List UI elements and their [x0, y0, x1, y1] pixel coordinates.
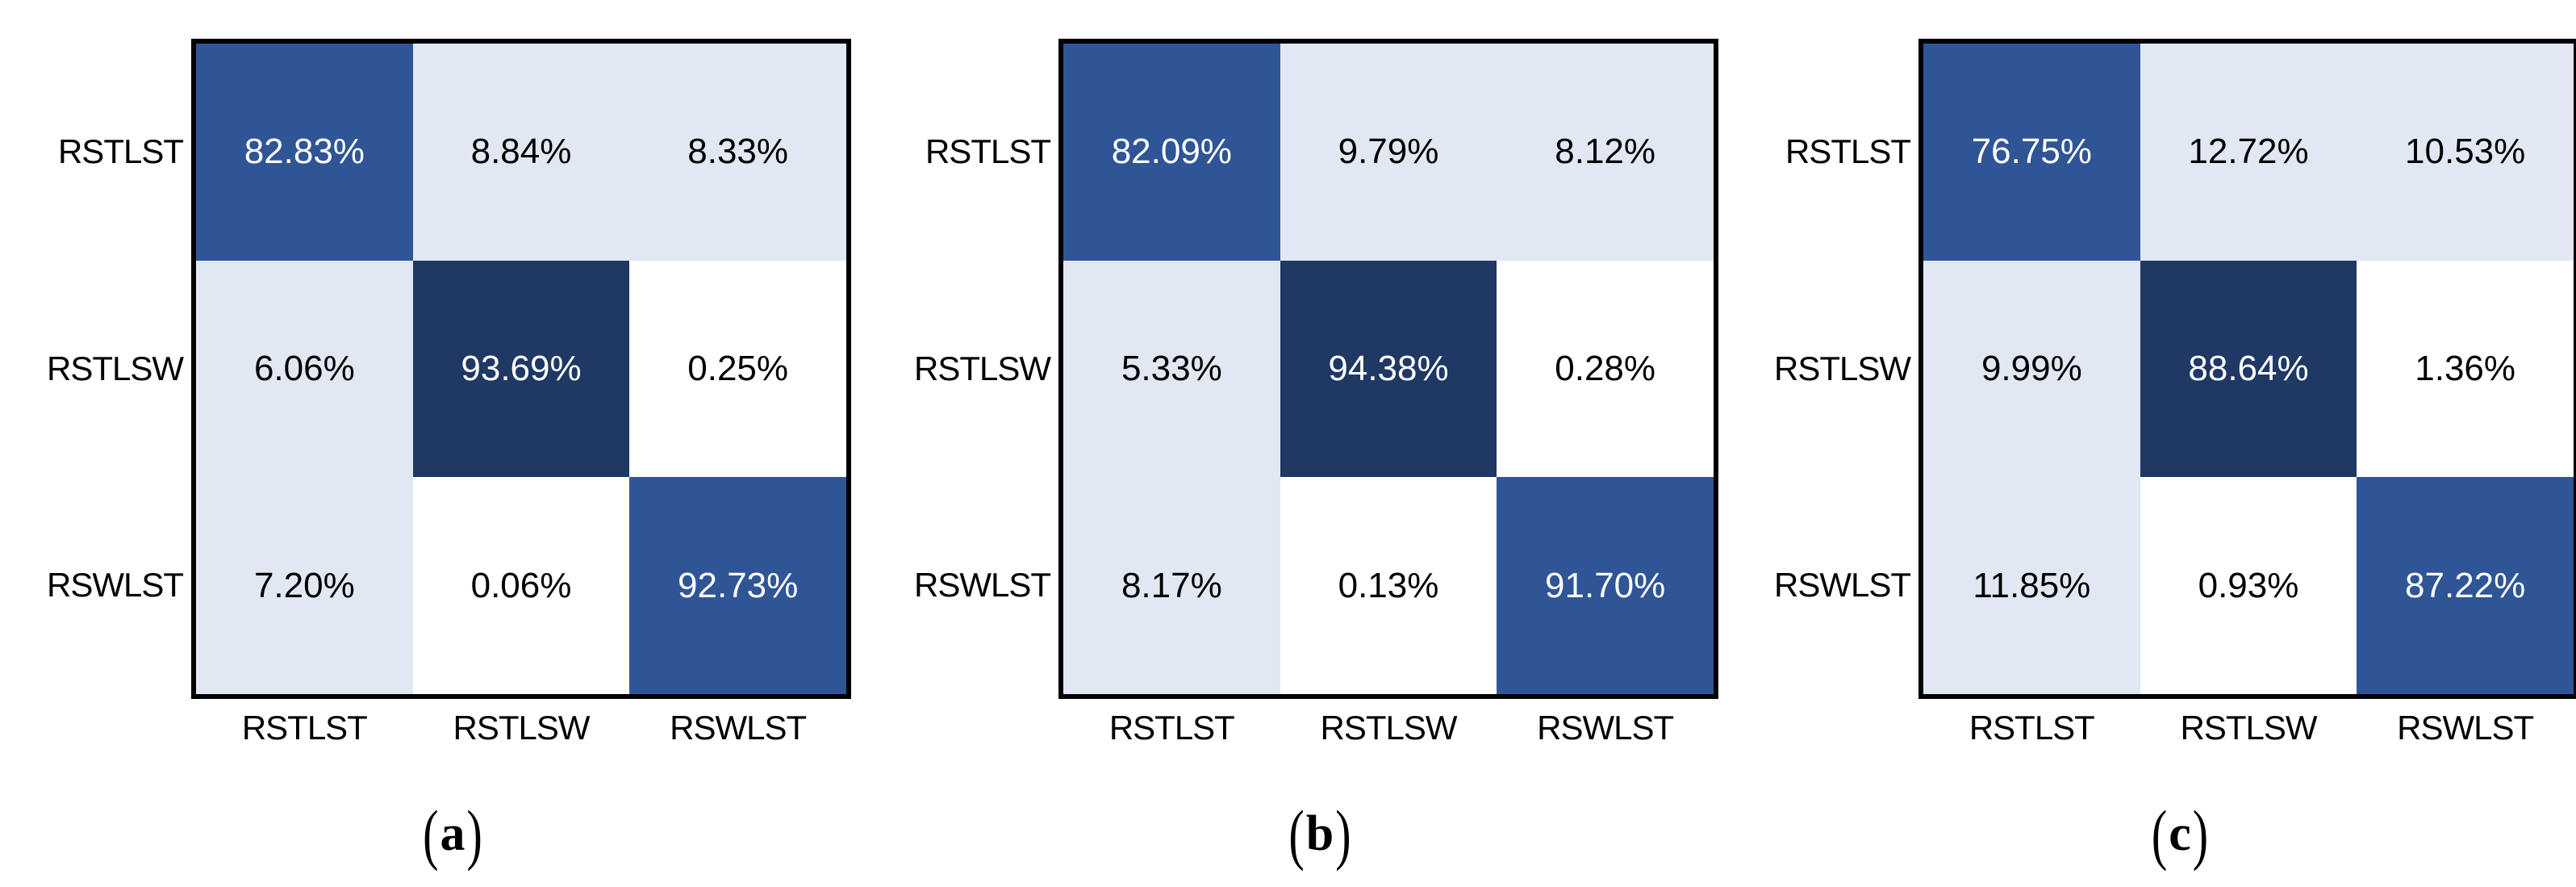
column-label: RSWLST: [670, 709, 807, 747]
caption-letter: a: [440, 806, 466, 861]
row-axis-labels: RSTLST RSTLSW RSWLST: [46, 39, 191, 699]
matrix-cell: 87.22%: [2357, 477, 2574, 694]
row-label: RSTLST: [1785, 132, 1911, 171]
row-label: RSTLSW: [913, 349, 1051, 387]
row-label: RSWLST: [913, 566, 1051, 605]
column-label: RSTLSW: [2180, 709, 2318, 747]
confusion-matrix-grid: 76.75% 12.72% 10.53% 9.99% 88.64% 1.36% …: [1918, 39, 2576, 699]
matrix-cell: 94.38%: [1280, 260, 1497, 478]
column-label: RSTLSW: [453, 709, 591, 747]
caption-paren: ): [1335, 796, 1351, 872]
matrix-cell: 76.75%: [1923, 44, 2140, 261]
matrix-cell: 88.64%: [2140, 260, 2357, 478]
column-axis-labels: RSTLST RSTLSW RSWLST: [1918, 699, 2576, 747]
matrix-cell: 8.84%: [412, 44, 630, 261]
confusion-matrix-grid: 82.09% 9.79% 8.12% 5.33% 94.38% 0.28% 8.…: [1058, 39, 1718, 699]
matrix-cell: 8.12%: [1497, 44, 1714, 261]
matrix-cell: 12.72%: [2140, 44, 2357, 261]
matrix-cell: 82.09%: [1063, 44, 1280, 261]
matrix-cell: 0.93%: [2140, 477, 2357, 694]
caption-paren: (: [2151, 796, 2168, 872]
matrix-cell: 91.70%: [1497, 477, 1714, 694]
matrix-cell: 82.83%: [196, 44, 413, 261]
column-axis-labels: RSTLST RSTLSW RSWLST: [1058, 699, 1718, 747]
panel-caption: (c): [1781, 796, 2576, 886]
matrix-cell: 92.73%: [629, 477, 846, 694]
row-axis-labels: RSTLST RSTLSW RSWLST: [1773, 39, 1918, 699]
column-label: RSWLST: [1537, 709, 1674, 747]
matrix-cell: 9.99%: [1923, 260, 2140, 478]
caption-letter: b: [1305, 806, 1334, 861]
matrix-cell: 0.13%: [1280, 477, 1497, 694]
matrix-cell: 6.06%: [196, 260, 413, 478]
matrix-cell: 1.36%: [2357, 260, 2574, 478]
row-label: RSWLST: [46, 566, 184, 605]
row-axis-labels: RSTLST RSTLSW RSWLST: [913, 39, 1058, 699]
row-label: RSTLSW: [1773, 349, 1911, 387]
column-label: RSTLST: [1108, 709, 1235, 747]
column-axis-labels: RSTLST RSTLSW RSWLST: [191, 699, 851, 747]
panel-caption: (b): [921, 796, 1718, 886]
column-label: RSTLSW: [1320, 709, 1458, 747]
caption-paren: ): [2192, 796, 2209, 872]
row-label: RSTLST: [57, 132, 184, 171]
confusion-matrix-grid: 82.83% 8.84% 8.33% 6.06% 93.69% 0.25% 7.…: [191, 39, 851, 699]
matrix-cell: 8.17%: [1063, 477, 1280, 694]
matrix-cell: 0.28%: [1497, 260, 1714, 478]
column-label: RSTLST: [241, 709, 368, 747]
matrix-cell: 0.06%: [412, 477, 630, 694]
caption-letter: c: [2169, 806, 2191, 861]
caption-paren: (: [423, 796, 439, 872]
row-label: RSTLST: [925, 132, 1051, 171]
matrix-cell: 0.25%: [629, 260, 846, 478]
column-label: RSTLST: [1969, 709, 2095, 747]
matrix-cell: 9.79%: [1280, 44, 1497, 261]
caption-paren: (: [1288, 796, 1305, 872]
matrix-cell: 7.20%: [196, 477, 413, 694]
confusion-matrix-panel-c: RSTLST RSTLSW RSWLST 76.75% 12.72% 10.53…: [1773, 39, 2576, 886]
matrix-cell: 5.33%: [1063, 260, 1280, 478]
matrix-cell: 10.53%: [2357, 44, 2574, 261]
caption-paren: ): [466, 796, 482, 872]
confusion-matrix-panel-a: RSTLST RSTLSW RSWLST 82.83% 8.84% 8.33% …: [46, 39, 851, 886]
row-label: RSTLSW: [46, 349, 184, 387]
panel-caption: (a): [54, 796, 851, 886]
matrix-cell: 93.69%: [412, 260, 630, 478]
row-label: RSWLST: [1773, 566, 1911, 605]
matrix-cell: 8.33%: [629, 44, 846, 261]
confusion-matrix-panel-b: RSTLST RSTLSW RSWLST 82.09% 9.79% 8.12% …: [913, 39, 1718, 886]
column-label: RSWLST: [2397, 709, 2534, 747]
matrix-cell: 11.85%: [1923, 477, 2140, 694]
